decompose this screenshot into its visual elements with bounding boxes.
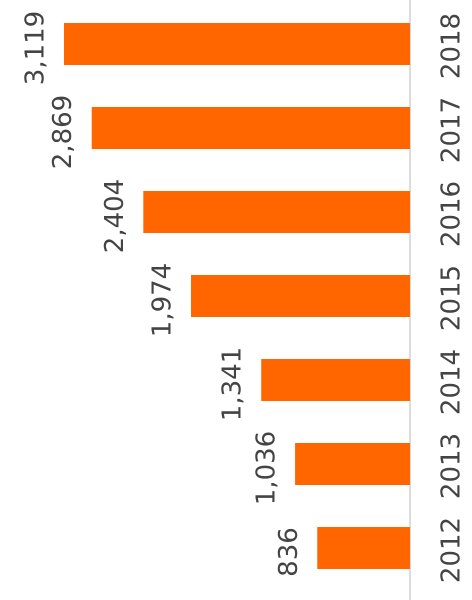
x-tick-label: 2017: [437, 97, 467, 163]
bar: [295, 443, 410, 485]
x-tick-label: 2013: [437, 433, 467, 499]
value-label: 1,036: [252, 431, 282, 505]
value-label: 836: [274, 527, 304, 577]
x-tick-label: 2012: [437, 517, 467, 583]
x-tick-label: 2018: [437, 13, 467, 79]
value-label: 1,974: [148, 263, 178, 337]
value-label: 1,341: [218, 347, 248, 421]
bar: [91, 107, 410, 149]
bar: [64, 23, 410, 65]
value-label: 2,869: [48, 95, 78, 169]
value-label: 3,119: [21, 11, 51, 85]
bar: [317, 527, 410, 569]
x-tick-label: 2014: [437, 349, 467, 415]
bar: [191, 275, 410, 317]
bar: [143, 191, 411, 233]
x-tick-label: 2016: [437, 181, 467, 247]
bar: [261, 359, 410, 401]
x-tick-label: 2015: [437, 265, 467, 331]
value-label: 2,404: [100, 179, 130, 253]
